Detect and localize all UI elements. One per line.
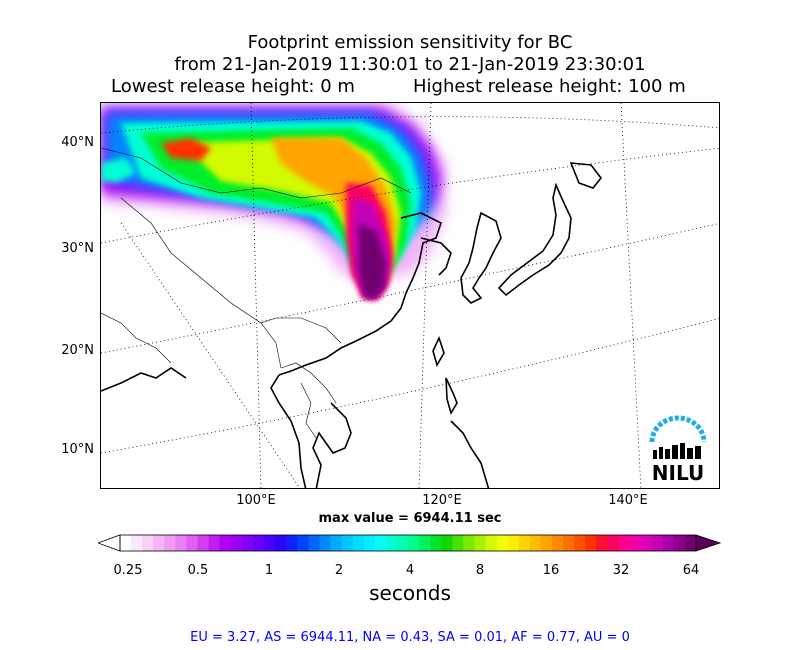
colorbar-cell: [640, 535, 653, 551]
colorbar-cell: [552, 535, 564, 551]
footprint-map: [100, 102, 720, 489]
colorbar-cell: [264, 535, 276, 551]
colorbar-cell: [563, 535, 575, 551]
colorbar-cell: [208, 535, 221, 551]
title-line-2: from 21-Jan-2019 11:30:01 to 21-Jan-2019…: [174, 54, 646, 75]
colorbar-cell: [286, 535, 298, 551]
colorbar-cell: [219, 535, 232, 551]
colorbar-cell: [585, 535, 597, 551]
colorbar-cell: [319, 535, 331, 551]
lowest-release-height: Lowest release height: 0 m: [111, 76, 355, 97]
colorbar-cell: [252, 535, 265, 551]
colorbar-cell: [352, 535, 365, 551]
colorbar-cell: [452, 535, 464, 551]
colorbar-tick: 1: [264, 563, 274, 578]
colorbar-right-arrow: [695, 534, 722, 552]
colorbar: [98, 534, 722, 552]
colorbar-tick: 4: [405, 563, 415, 578]
colorbar-tick: 0.5: [187, 563, 209, 578]
colorbar-border: [119, 534, 697, 552]
colorbar-cell: [474, 535, 486, 551]
colorbar-cell: [385, 535, 398, 551]
colorbar-cell: [529, 535, 542, 551]
lat-label-30n: 30°N: [61, 241, 94, 256]
colorbar-tick: 2: [334, 563, 344, 578]
lon-label-100e: 100°E: [236, 493, 276, 508]
colorbar-cell: [618, 535, 630, 551]
colorbar-tick: 0.25: [113, 563, 143, 578]
colorbar-cell: [297, 535, 309, 551]
lon-label-120e: 120°E: [422, 493, 462, 508]
colorbar-cell: [396, 535, 409, 551]
logo-text: NILU: [652, 461, 704, 484]
lon-label-140e: 140°E: [608, 493, 648, 508]
logo-skyline-icon: [653, 443, 701, 459]
colorbar-cells: [120, 535, 697, 551]
country-borders: [101, 147, 412, 439]
nilu-logo: NILU: [647, 414, 709, 488]
colorbar-cell: [186, 535, 198, 551]
colorbar-cell: [197, 535, 210, 551]
colorbar-cell: [120, 535, 132, 551]
colorbar-cell: [230, 535, 243, 551]
colorbar-cell: [574, 535, 586, 551]
colorbar-cell: [419, 535, 431, 551]
colorbar-cell: [596, 535, 608, 551]
colorbar-cell: [673, 535, 686, 551]
colorbar-cell: [430, 535, 442, 551]
lat-label-20n: 20°N: [61, 343, 94, 358]
region-stats: EU = 3.27, AS = 6944.11, NA = 0.43, SA =…: [190, 630, 630, 645]
colorbar-cell: [142, 535, 154, 551]
colorbar-cell: [153, 535, 165, 551]
colorbar-tick: 32: [612, 563, 630, 578]
colorbar-cell: [496, 535, 509, 551]
highest-release-height: Highest release height: 100 m: [413, 76, 686, 97]
colorbar-tick: 64: [682, 563, 700, 578]
colorbar-cell: [463, 535, 475, 551]
colorbar-cell: [374, 535, 387, 551]
colorbar-cell: [485, 535, 498, 551]
colorbar-cell: [241, 535, 254, 551]
map-canvas: [101, 103, 719, 488]
colorbar-left-arrow: [98, 534, 121, 552]
colorbar-cell: [175, 535, 187, 551]
logo-arc-icon: [649, 415, 707, 443]
graticule: [101, 103, 719, 488]
emission-plume: [101, 103, 446, 300]
colorbar-tick: 16: [542, 563, 560, 578]
lat-label-10n: 10°N: [61, 442, 94, 457]
colorbar-cell: [164, 535, 176, 551]
colorbar-cell: [607, 535, 619, 551]
colorbar-cell: [518, 535, 531, 551]
colorbar-cell: [408, 535, 420, 551]
colorbar-cell: [341, 535, 354, 551]
lat-label-40n: 40°N: [61, 135, 94, 150]
colorbar-cell: [651, 535, 664, 551]
title-line-1: Footprint emission sensitivity for BC: [247, 32, 573, 53]
colorbar-cell: [275, 535, 287, 551]
colorbar-cell: [540, 535, 553, 551]
colorbar-cell: [507, 535, 520, 551]
colorbar-cell: [131, 535, 143, 551]
colorbar-cell: [684, 535, 697, 551]
colorbar-tick: 8: [475, 563, 485, 578]
colorbar-cell: [662, 535, 675, 551]
colorbar-cell: [308, 535, 320, 551]
colorbar-cell: [363, 535, 376, 551]
colorbar-units: seconds: [369, 581, 451, 605]
max-value-label: max value = 6944.11 sec: [318, 511, 502, 526]
colorbar-cell: [441, 535, 453, 551]
colorbar-cell: [330, 535, 342, 551]
colorbar-cell: [629, 535, 642, 551]
coastlines: [101, 162, 603, 488]
